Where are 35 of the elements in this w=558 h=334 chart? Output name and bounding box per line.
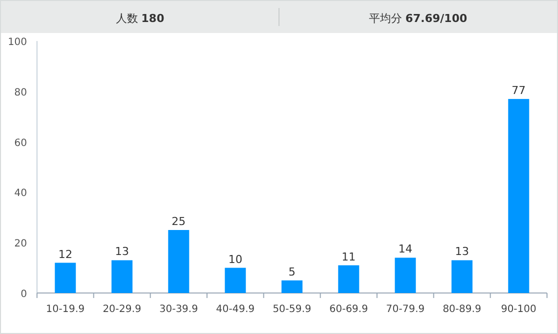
bar (452, 260, 472, 293)
bar (54, 262, 76, 293)
y-tick-label: 40 (14, 188, 27, 200)
x-tick-label: 70-79.9 (386, 304, 425, 315)
y-tick-label: 80 (14, 87, 27, 98)
bar (112, 260, 132, 293)
chart-subtitle: 平均分 67.69/100 (368, 12, 468, 25)
bar (224, 268, 246, 293)
data-label: 12 (58, 248, 72, 261)
data-label: 14 (398, 242, 412, 256)
y-tick-label: 100 (8, 37, 27, 48)
x-tick-label: 40-49.9 (216, 304, 255, 315)
x-tick-label: 80-89.9 (442, 304, 482, 315)
x-tick-label: 60-69.9 (329, 304, 368, 315)
data-label: 11 (342, 250, 356, 264)
x-tick-label: 20-29.9 (102, 304, 142, 315)
data-label: 13 (455, 245, 469, 258)
y-tick-label: 60 (14, 138, 27, 149)
data-label: 13 (115, 245, 129, 258)
x-tick-label: 50-59.9 (272, 304, 312, 315)
x-tick-label: 10-19.9 (46, 304, 85, 315)
bar (508, 98, 530, 293)
bar (282, 280, 302, 293)
bar (168, 230, 190, 293)
y-tick-label: 20 (14, 238, 27, 250)
x-tick-label: 90-100 (500, 304, 536, 315)
x-tick-label: 30-39.9 (159, 304, 198, 315)
bar (338, 265, 360, 293)
y-tick-label: 0 (20, 289, 27, 300)
data-label: 25 (172, 215, 186, 228)
data-label: 77 (512, 84, 526, 97)
data-label: 10 (228, 252, 242, 266)
chart-title: 人数 180 (116, 12, 165, 25)
data-label: 5 (288, 265, 296, 278)
bar (394, 258, 416, 293)
